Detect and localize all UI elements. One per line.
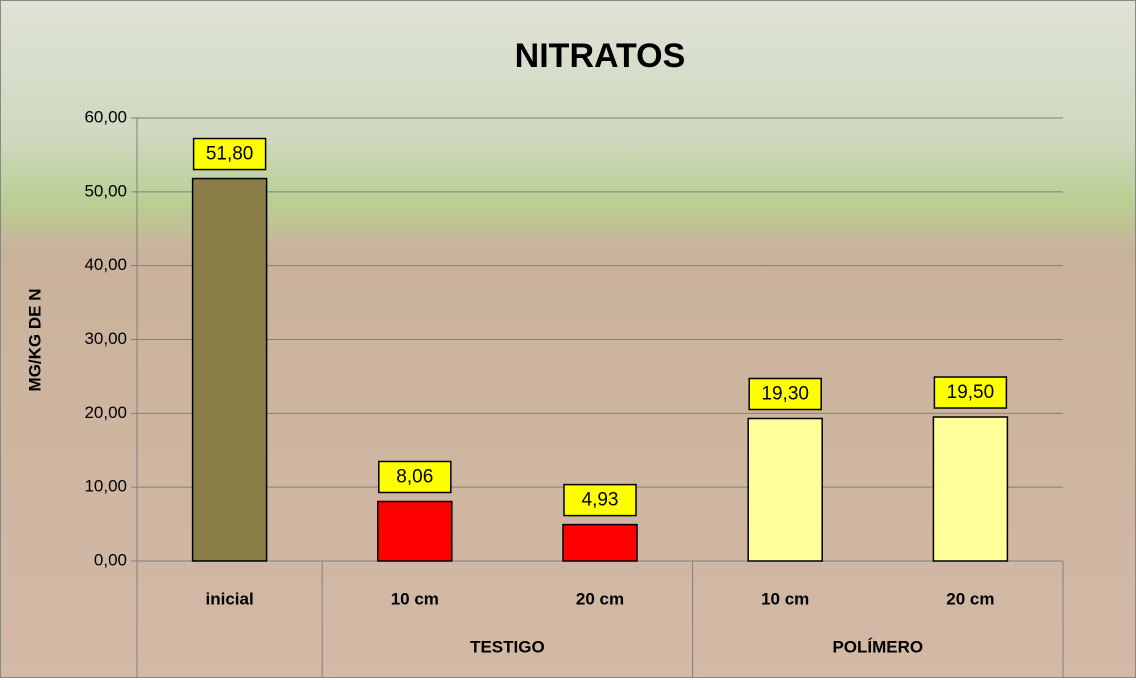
x-tick-label: inicial bbox=[206, 589, 254, 608]
y-tick-label: 40,00 bbox=[84, 255, 127, 274]
x-tick-label: 20 cm bbox=[576, 589, 624, 608]
x-tick-label: 10 cm bbox=[761, 589, 809, 608]
group-label: POLÍMERO bbox=[832, 637, 923, 656]
y-axis-label: MG/KG DE N bbox=[25, 289, 44, 392]
y-tick-label: 30,00 bbox=[84, 329, 127, 348]
value-label: 4,93 bbox=[582, 490, 619, 511]
x-tick-label: 10 cm bbox=[391, 589, 439, 608]
chart-title: NITRATOS bbox=[515, 37, 686, 75]
chart: NITRATOS MG/KG DE N 0,00 10,00 20,00 30,00 4… bbox=[0, 0, 1136, 678]
group-label: TESTIGO bbox=[470, 637, 545, 656]
bar bbox=[378, 501, 452, 561]
x-tick-label: 20 cm bbox=[946, 589, 994, 608]
value-label: 8,06 bbox=[396, 467, 433, 488]
y-tick-label: 60,00 bbox=[84, 107, 127, 126]
y-tick-label: 0,00 bbox=[94, 550, 127, 569]
y-tick-label: 20,00 bbox=[84, 403, 127, 422]
value-label: 51,80 bbox=[206, 144, 254, 165]
y-tick-label: 10,00 bbox=[84, 477, 127, 496]
bar bbox=[748, 419, 822, 561]
bar bbox=[563, 525, 637, 561]
value-label: 19,30 bbox=[761, 384, 809, 405]
bar bbox=[933, 417, 1007, 561]
bar bbox=[193, 179, 267, 561]
y-tick-label: 50,00 bbox=[84, 181, 127, 200]
value-label: 19,50 bbox=[947, 382, 995, 403]
